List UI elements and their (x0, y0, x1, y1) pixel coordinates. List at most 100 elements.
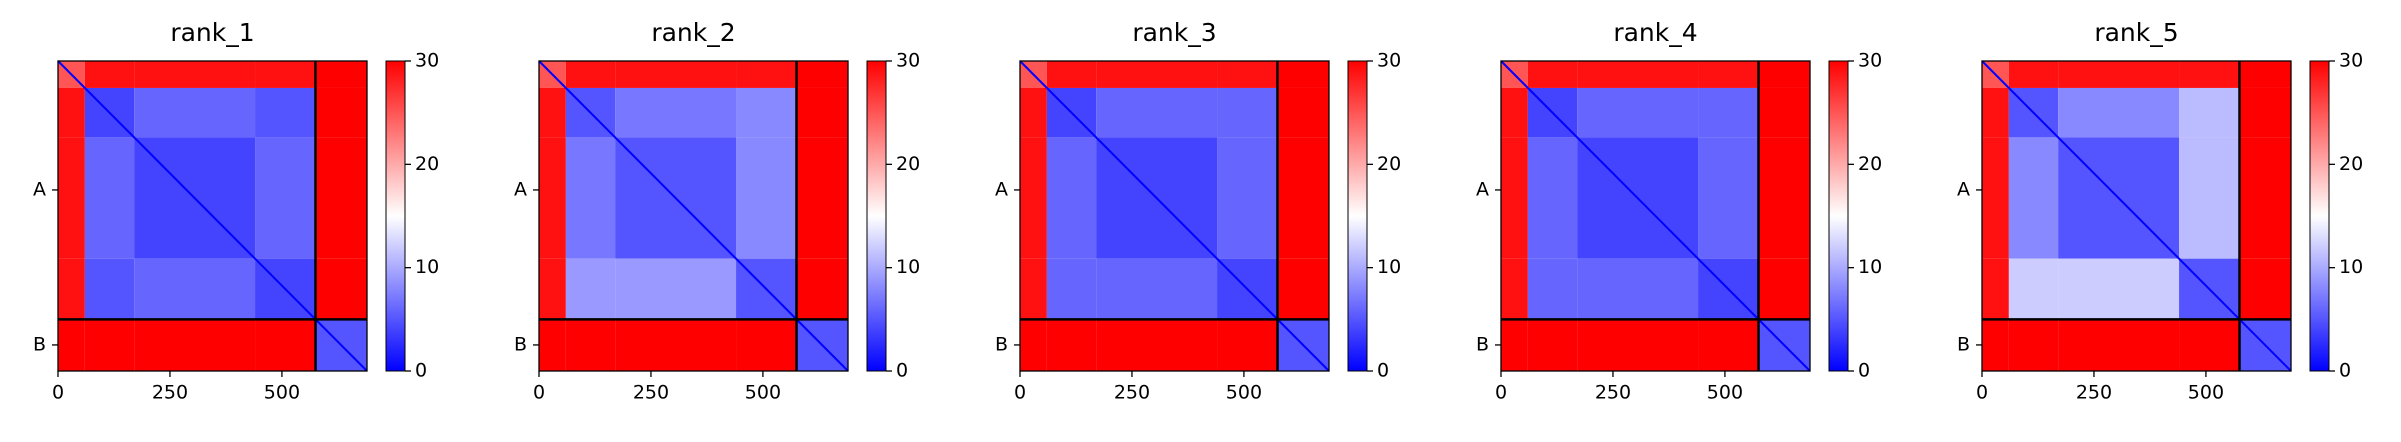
heat-cell (1501, 258, 1528, 320)
panel-title: rank_2 (651, 18, 735, 47)
heat-cell (255, 137, 316, 259)
plot-frame (1019, 60, 1330, 372)
heat-cell (1527, 258, 1578, 320)
heat-cell (615, 87, 737, 138)
colorbar-tick-label: 30 (1377, 50, 1401, 72)
heat-cell (58, 319, 85, 371)
x-tick-label: 500 (1707, 382, 1743, 404)
heat-cell (134, 87, 256, 138)
heat-cell (1096, 258, 1218, 320)
heat-cell (1698, 319, 1759, 371)
x-tick-label: 250 (152, 382, 188, 404)
panel-title: rank_4 (1613, 18, 1697, 47)
x-tick-label: 500 (745, 382, 781, 404)
heat-cell (134, 61, 256, 88)
heat-cell (84, 61, 135, 88)
colorbar-tick-label: 10 (415, 256, 439, 278)
colorbar-tick-label: 20 (1858, 153, 1882, 175)
heat-cell (255, 87, 316, 138)
colorbar-tick-label: 0 (415, 360, 427, 382)
heat-cell (84, 319, 135, 371)
x-tick-label: 250 (633, 382, 669, 404)
heat-cell (539, 319, 566, 371)
plot-frame (538, 60, 849, 372)
heat-cell (1096, 87, 1218, 138)
heat-cell (615, 61, 737, 88)
heat-cell (2239, 61, 2291, 88)
heat-cell (2239, 258, 2291, 320)
colorbar-tick-label: 20 (2339, 153, 2363, 175)
x-tick-label: 0 (1495, 382, 1507, 404)
heat-cell (2008, 61, 2059, 88)
heat-cell (615, 258, 737, 320)
colorbar-tick-label: 30 (415, 50, 439, 72)
heat-cell (1698, 61, 1759, 88)
heat-cell (255, 319, 316, 371)
heat-cell (2179, 137, 2240, 259)
heat-cell (1577, 87, 1699, 138)
heat-cell (1982, 319, 2009, 371)
heat-cell (539, 137, 566, 259)
heat-cell (1046, 258, 1097, 320)
colorbar-tick-label: 30 (2339, 50, 2363, 72)
heat-cell (565, 319, 616, 371)
colorbar-tick-label: 30 (1858, 50, 1882, 72)
heat-cell (1046, 319, 1097, 371)
heat-cell (315, 87, 367, 138)
heat-cell (1982, 87, 2009, 138)
x-tick-label: 0 (1976, 382, 1988, 404)
panel-title: rank_1 (170, 18, 254, 47)
heat-cell (1577, 319, 1699, 371)
y-tick-label: B (33, 333, 46, 355)
heat-cell (1698, 137, 1759, 259)
x-tick-label: 250 (2076, 382, 2112, 404)
y-tick-label: A (995, 178, 1008, 200)
y-tick-label: B (514, 333, 527, 355)
plot-frame (1981, 60, 2292, 372)
heat-cell (1577, 61, 1699, 88)
heat-cell (1982, 258, 2009, 320)
colorbar-tick-label: 10 (1858, 256, 1882, 278)
heat-cell (1096, 319, 1218, 371)
heat-cell (2179, 61, 2240, 88)
heat-cell (315, 258, 367, 320)
heat-cell (1020, 137, 1047, 259)
heat-cell (565, 258, 616, 320)
heat-cell (1501, 137, 1528, 259)
heat-cell (796, 87, 848, 138)
heat-cell (1577, 258, 1699, 320)
heat-cell (1217, 61, 1278, 88)
x-tick-label: 500 (2188, 382, 2224, 404)
colorbar-tick-label: 20 (1377, 153, 1401, 175)
colorbar (1828, 60, 1849, 372)
heat-cell (539, 87, 566, 138)
heat-cell (2008, 319, 2059, 371)
y-tick-label: B (995, 333, 1008, 355)
heat-cell (58, 258, 85, 320)
plot-frame (57, 60, 368, 372)
heat-cell (1277, 137, 1329, 259)
colorbar-tick-label: 10 (1377, 256, 1401, 278)
heat-cell (2058, 87, 2180, 138)
heat-cell (2239, 137, 2291, 259)
heat-cell (1020, 258, 1047, 320)
heat-cell (1277, 61, 1329, 88)
colorbar (385, 60, 406, 372)
heat-cell (255, 61, 316, 88)
heat-cell (1277, 258, 1329, 320)
x-tick-label: 250 (1114, 382, 1150, 404)
y-tick-label: B (1476, 333, 1489, 355)
y-tick-label: A (1476, 178, 1489, 200)
heat-cell (1501, 87, 1528, 138)
heat-cell (2058, 61, 2180, 88)
heat-cell (2008, 137, 2059, 259)
heat-cell (2058, 319, 2180, 371)
heat-cell (736, 61, 797, 88)
heat-cell (1758, 258, 1810, 320)
x-tick-label: 0 (533, 382, 545, 404)
colorbar-tick-label: 0 (896, 360, 908, 382)
heat-cell (1046, 137, 1097, 259)
heat-cell (736, 87, 797, 138)
heat-cell (134, 258, 256, 320)
